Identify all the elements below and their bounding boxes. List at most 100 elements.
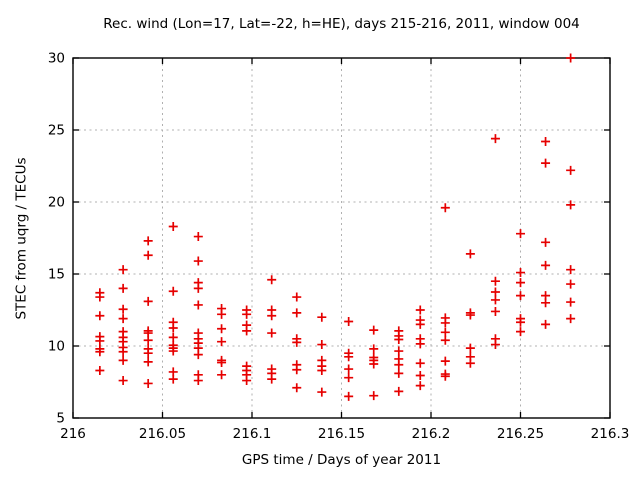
- data-point-marker: [490, 276, 500, 286]
- plot-border: [72, 57, 611, 419]
- y-tick-label: 15: [48, 267, 65, 283]
- data-point-marker: [344, 391, 354, 401]
- data-point-marker: [217, 370, 227, 380]
- data-point-marker: [541, 158, 551, 168]
- data-point-marker: [118, 355, 128, 365]
- x-tick-label: 216.25: [497, 426, 544, 442]
- data-point-marker: [317, 312, 327, 322]
- data-point-marker: [143, 250, 153, 260]
- data-point-marker: [292, 292, 302, 302]
- data-point-marker: [242, 309, 252, 319]
- data-point-marker: [95, 336, 105, 346]
- data-point-marker: [566, 265, 576, 275]
- data-point-marker: [415, 319, 425, 329]
- data-point-marker: [317, 365, 327, 375]
- x-tick-label: 216.15: [318, 426, 365, 442]
- data-point-marker: [415, 339, 425, 349]
- data-point-marker: [516, 229, 525, 239]
- data-point-marker: [415, 305, 425, 315]
- data-point-marker: [193, 350, 203, 360]
- x-tick-label: 216: [60, 426, 86, 442]
- data-point-marker: [394, 368, 404, 378]
- data-point-marker: [415, 358, 425, 368]
- data-point-marker: [168, 346, 178, 356]
- data-point-marker: [465, 310, 475, 320]
- x-axis-label: GPS time / Days of year 2011: [241, 452, 442, 468]
- data-point-marker: [516, 327, 525, 337]
- data-point-marker: [292, 337, 302, 347]
- data-point-marker: [465, 343, 475, 353]
- data-point-marker: [516, 278, 525, 288]
- y-tick-label: 5: [56, 411, 65, 427]
- data-point-marker: [242, 326, 252, 336]
- data-point-marker: [394, 346, 404, 356]
- data-point-marker: [541, 137, 551, 147]
- data-point-marker: [168, 374, 178, 384]
- data-point-marker: [440, 356, 450, 366]
- data-point-marker: [168, 221, 178, 231]
- data-point-marker: [516, 291, 525, 301]
- data-point-marker: [490, 287, 500, 297]
- data-point-marker: [143, 357, 153, 367]
- data-point-marker: [344, 373, 354, 383]
- data-point-marker: [143, 378, 153, 388]
- data-point-marker: [143, 236, 153, 246]
- data-point-marker: [193, 283, 203, 293]
- data-point-marker: [217, 324, 227, 334]
- data-point-marker: [168, 286, 178, 296]
- data-point-marker: [217, 358, 227, 368]
- data-point-marker: [267, 328, 277, 338]
- data-point-marker: [118, 283, 128, 293]
- data-point-marker: [541, 260, 551, 270]
- data-point-marker: [344, 317, 354, 327]
- data-point-marker: [118, 347, 128, 357]
- data-point-marker: [541, 298, 551, 308]
- data-point-marker: [541, 237, 551, 247]
- data-point-marker: [193, 232, 203, 242]
- data-point-marker: [490, 340, 500, 350]
- data-point-marker: [267, 374, 277, 384]
- x-tick-label: 216.05: [139, 426, 186, 442]
- x-tick-label: 216.1: [233, 426, 272, 442]
- data-point-marker: [541, 319, 551, 329]
- y-tick-label: 25: [48, 123, 65, 139]
- data-point-marker: [566, 53, 576, 63]
- data-point-marker: [168, 332, 178, 342]
- data-point-marker: [118, 265, 128, 275]
- data-point-marker: [415, 371, 425, 381]
- data-point-marker: [516, 268, 525, 278]
- data-point-marker: [95, 365, 105, 375]
- data-point-marker: [490, 306, 500, 316]
- data-point-marker: [369, 391, 379, 401]
- data-point-marker: [566, 279, 576, 289]
- data-point-marker: [95, 292, 105, 302]
- data-point-marker: [193, 256, 203, 266]
- x-tick-label: 216.3: [591, 426, 630, 442]
- data-point-marker: [394, 386, 404, 396]
- data-point-marker: [118, 376, 128, 386]
- data-point-marker: [394, 335, 404, 345]
- y-tick-label: 10: [48, 339, 65, 355]
- data-point-marker: [217, 337, 227, 347]
- data-point-marker: [369, 325, 379, 335]
- data-point-marker: [344, 352, 354, 362]
- data-point-marker: [95, 347, 105, 357]
- data-point-marker: [440, 327, 450, 337]
- data-point-marker: [566, 314, 576, 324]
- data-point-marker: [490, 134, 500, 144]
- data-point-marker: [267, 275, 277, 285]
- data-point-marker: [143, 348, 153, 358]
- data-point-marker: [369, 344, 379, 354]
- data-point-marker: [440, 318, 450, 328]
- data-point-marker: [344, 364, 354, 374]
- data-point-marker: [394, 360, 404, 370]
- data-point-marker: [217, 309, 227, 319]
- y-tick-label: 30: [48, 51, 65, 67]
- data-point-marker: [465, 249, 475, 259]
- data-point-marker: [440, 371, 450, 381]
- x-tick-label: 216.2: [412, 426, 451, 442]
- y-tick-label: 20: [48, 195, 65, 211]
- data-point-marker: [465, 358, 475, 368]
